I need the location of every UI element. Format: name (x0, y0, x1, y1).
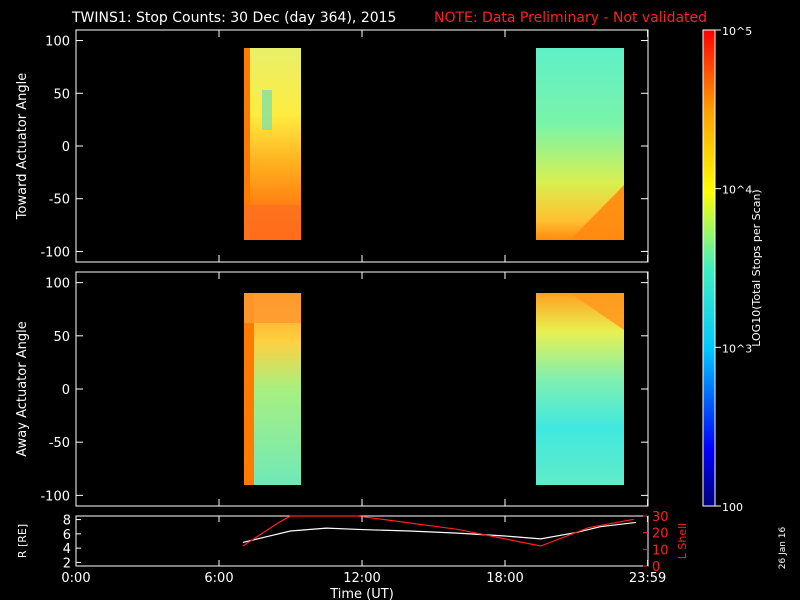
colorbar-tick-label: 10^4 (722, 184, 752, 197)
x-tick-label: 6:00 (204, 571, 233, 586)
y-tick-label: 100 (45, 277, 70, 292)
y-tick-label: -100 (40, 245, 70, 260)
y-tick-label: 50 (53, 87, 70, 102)
y-tick-label: -50 (49, 436, 70, 451)
toward-scan-feature-1 (262, 90, 272, 130)
lshell-series-line (242, 515, 634, 547)
chart-title: TWINS1: Stop Counts: 30 Dec (day 364), 2… (71, 10, 396, 26)
x-tick-label: 23:59 (629, 571, 666, 586)
orbit-left-tick-label: 4 (63, 542, 71, 557)
orbit-panel-frame (75, 515, 649, 567)
away-heatmap (244, 293, 624, 485)
y-tick-label: 0 (62, 140, 70, 155)
colorbar-label: LOG10(Total Stops per Scan) (750, 189, 763, 346)
preliminary-note: NOTE: Data Preliminary - Not validated (434, 10, 707, 26)
date-stamp: 26 Jan 16 (778, 526, 788, 569)
away-scan-block-2 (536, 293, 624, 485)
colorbar-tick-label: 10^5 (722, 25, 752, 38)
toward-scan-noise-2 (570, 185, 624, 240)
y-tick-label: -50 (49, 193, 70, 208)
orbit-ylabel-left: R [RE] (16, 524, 29, 558)
away-scan-noise-2 (570, 293, 624, 330)
time-axis: 0:00 6:00 12:00 18:00 23:59 (61, 30, 666, 586)
orbit-lines (242, 515, 637, 547)
y-tick-label: -100 (40, 489, 70, 504)
orbit-right-tick-label: 20 (652, 527, 669, 542)
x-axis-label: Time (UT) (329, 587, 394, 600)
y-tick-label: 0 (62, 383, 70, 398)
orbit-right-tick-label: 10 (652, 543, 669, 558)
x-tick-label: 12:00 (343, 571, 380, 586)
toward-scan-edge-1 (244, 48, 250, 240)
toward-heatmap (244, 48, 624, 240)
orbit-left-tick-label: 2 (63, 556, 71, 571)
colorbar-tick-label: 100 (722, 501, 743, 514)
orbit-left-tick-label: 8 (63, 514, 71, 529)
away-ylabel: Away Actuator Angle (15, 321, 30, 456)
x-tick-label: 0:00 (61, 571, 90, 586)
away-y-axis: -100 -50 0 50 100 (40, 277, 648, 504)
toward-ylabel: Toward Actuator Angle (15, 73, 30, 220)
colorbar-tick-label: 10^3 (722, 342, 752, 355)
orbit-ylabel-right: L Shell (676, 523, 689, 559)
y-tick-label: 50 (53, 330, 70, 345)
away-scan-noise-1 (244, 293, 301, 323)
orbit-left-tick-label: 6 (63, 528, 71, 543)
orbit-right-tick-label: 0 (652, 560, 660, 575)
r-series-line (242, 521, 637, 544)
toward-scan-noise-1 (244, 205, 301, 240)
toward-y-axis: -100 -50 0 50 100 (40, 35, 648, 260)
y-tick-label: 100 (45, 35, 70, 50)
away-scan-edge-1 (244, 293, 254, 485)
orbit-right-tick-label: 30 (652, 510, 669, 525)
colorbar-ticks: 100 10^3 10^4 10^5 (715, 25, 752, 514)
x-tick-label: 18:00 (486, 571, 523, 586)
colorbar (702, 29, 716, 507)
